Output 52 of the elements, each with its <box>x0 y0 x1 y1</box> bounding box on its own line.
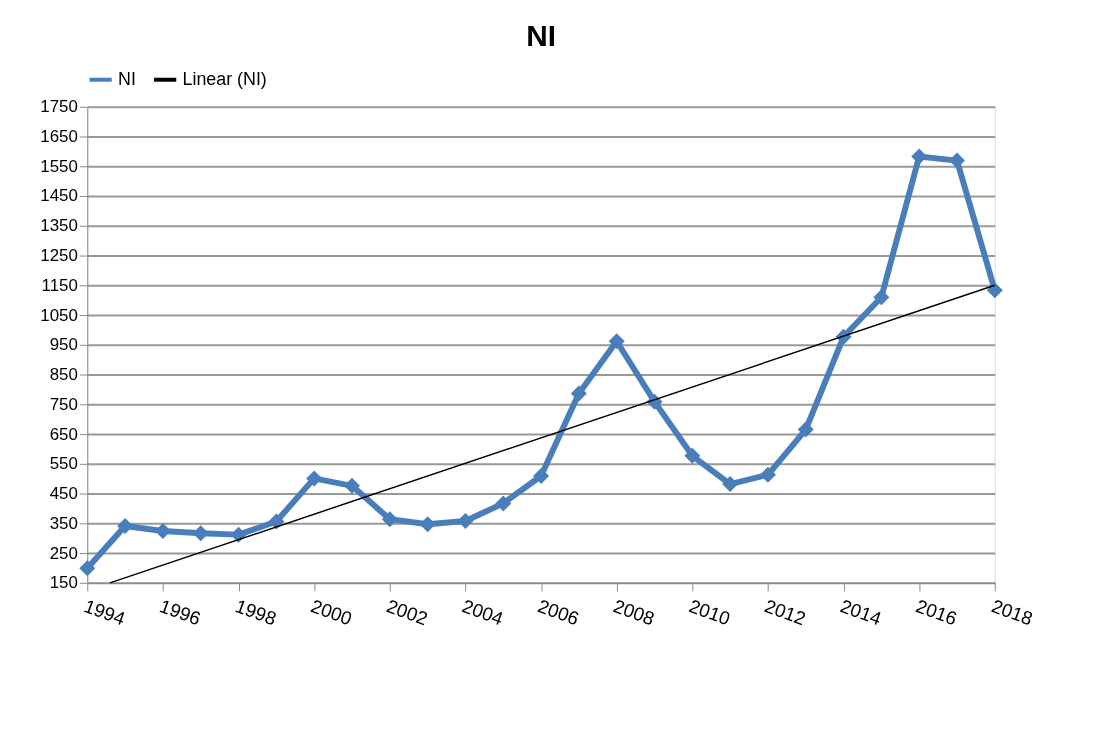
point <box>759 466 776 483</box>
point <box>306 470 323 487</box>
point <box>911 148 928 165</box>
y-tick-label: 1050 <box>40 305 78 325</box>
y-tick-label: 350 <box>49 513 78 533</box>
y-tick-label: 1550 <box>40 156 78 176</box>
point <box>268 513 285 530</box>
x-tick-label: 2010 <box>686 595 733 630</box>
x-tick-label: 2000 <box>308 595 355 630</box>
x-tick-label: 2016 <box>913 595 960 630</box>
point <box>986 282 1003 299</box>
x-tick-label: 2014 <box>837 595 885 630</box>
x-tick-label: 1994 <box>81 595 128 630</box>
point <box>873 289 890 306</box>
y-tick-label: 250 <box>49 543 78 563</box>
y-tick-label: 450 <box>49 484 78 504</box>
point <box>343 477 360 494</box>
point <box>381 511 398 528</box>
y-tick-label: 1350 <box>40 216 78 236</box>
y-tick-label: 550 <box>49 454 78 474</box>
point <box>457 512 474 529</box>
point <box>419 516 436 533</box>
y-tick-label: 750 <box>49 394 78 414</box>
y-tick-label: 150 <box>49 573 78 593</box>
point <box>949 152 965 169</box>
point <box>570 385 587 402</box>
point <box>722 476 739 493</box>
y-tick-label: 1450 <box>40 186 78 206</box>
x-tick-label: 1996 <box>156 595 204 630</box>
chart-title: NI <box>526 19 556 53</box>
x-tick-label: 1998 <box>232 595 280 630</box>
point <box>533 468 550 485</box>
point <box>495 495 512 512</box>
point <box>797 421 814 438</box>
y-tick-label: 1150 <box>41 275 78 295</box>
x-tick-label: 2008 <box>610 595 658 630</box>
y-tick-label: 1750 <box>40 97 78 117</box>
y-tick-label: 1650 <box>40 126 78 146</box>
legend-label: NI <box>118 68 136 89</box>
point <box>684 447 701 464</box>
x-tick-label: 2002 <box>383 595 431 630</box>
x-tick-label: 2006 <box>535 595 582 630</box>
x-tick-label: 2004 <box>459 595 507 630</box>
y-tick-label: 850 <box>49 365 78 385</box>
point <box>608 333 625 350</box>
legend-label: Linear (NI) <box>182 68 267 89</box>
x-tick-label: 2012 <box>761 595 809 630</box>
y-tick-label: 950 <box>49 335 78 355</box>
y-tick-label: 1250 <box>40 245 78 265</box>
point <box>79 560 96 577</box>
y-tick-label: 650 <box>49 424 78 444</box>
x-tick-label: 2018 <box>988 595 1036 630</box>
